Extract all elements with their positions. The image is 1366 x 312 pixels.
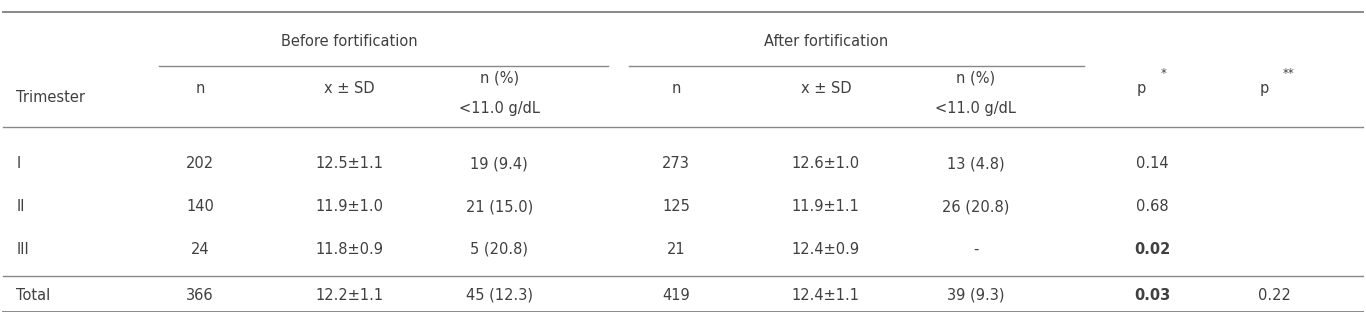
- Text: Total: Total: [16, 288, 51, 303]
- Text: 24: 24: [191, 242, 209, 257]
- Text: x ± SD: x ± SD: [324, 81, 376, 96]
- Text: 11.9±1.1: 11.9±1.1: [792, 199, 859, 214]
- Text: -: -: [973, 242, 978, 257]
- Text: 11.8±0.9: 11.8±0.9: [316, 242, 384, 257]
- Text: 12.6±1.0: 12.6±1.0: [792, 156, 861, 171]
- Text: 0.14: 0.14: [1137, 156, 1169, 171]
- Text: II: II: [16, 199, 25, 214]
- Text: <11.0 g/dL: <11.0 g/dL: [936, 101, 1016, 116]
- Text: 45 (12.3): 45 (12.3): [466, 288, 533, 303]
- Text: 273: 273: [663, 156, 690, 171]
- Text: 39 (9.3): 39 (9.3): [947, 288, 1004, 303]
- Text: 12.4±1.1: 12.4±1.1: [792, 288, 859, 303]
- Text: *: *: [1160, 67, 1167, 80]
- Text: n: n: [195, 81, 205, 96]
- Text: 125: 125: [663, 199, 690, 214]
- Text: 0.03: 0.03: [1134, 288, 1171, 303]
- Text: I: I: [16, 156, 20, 171]
- Text: x ± SD: x ± SD: [800, 81, 851, 96]
- Text: 21: 21: [667, 242, 686, 257]
- Text: 13 (4.8): 13 (4.8): [947, 156, 1004, 171]
- Text: 21 (15.0): 21 (15.0): [466, 199, 533, 214]
- Text: 26 (20.8): 26 (20.8): [941, 199, 1009, 214]
- Text: After fortification: After fortification: [764, 34, 888, 49]
- Text: Trimester: Trimester: [16, 90, 86, 105]
- Text: n (%): n (%): [956, 71, 994, 85]
- Text: **: **: [1283, 67, 1294, 80]
- Text: 11.9±1.0: 11.9±1.0: [316, 199, 384, 214]
- Text: p: p: [1259, 81, 1269, 96]
- Text: 19 (9.4): 19 (9.4): [470, 156, 529, 171]
- Text: 0.02: 0.02: [1134, 242, 1171, 257]
- Text: 140: 140: [186, 199, 214, 214]
- Text: <11.0 g/dL: <11.0 g/dL: [459, 101, 540, 116]
- Text: 419: 419: [663, 288, 690, 303]
- Text: Before fortification: Before fortification: [281, 34, 418, 49]
- Text: p: p: [1137, 81, 1146, 96]
- Text: 0.22: 0.22: [1258, 288, 1291, 303]
- Text: 12.5±1.1: 12.5±1.1: [316, 156, 384, 171]
- Text: 0.68: 0.68: [1137, 199, 1169, 214]
- Text: n: n: [672, 81, 680, 96]
- Text: 202: 202: [186, 156, 214, 171]
- Text: 5 (20.8): 5 (20.8): [470, 242, 529, 257]
- Text: 366: 366: [186, 288, 214, 303]
- Text: III: III: [16, 242, 29, 257]
- Text: 12.2±1.1: 12.2±1.1: [316, 288, 384, 303]
- Text: n (%): n (%): [479, 71, 519, 85]
- Text: 12.4±0.9: 12.4±0.9: [792, 242, 861, 257]
